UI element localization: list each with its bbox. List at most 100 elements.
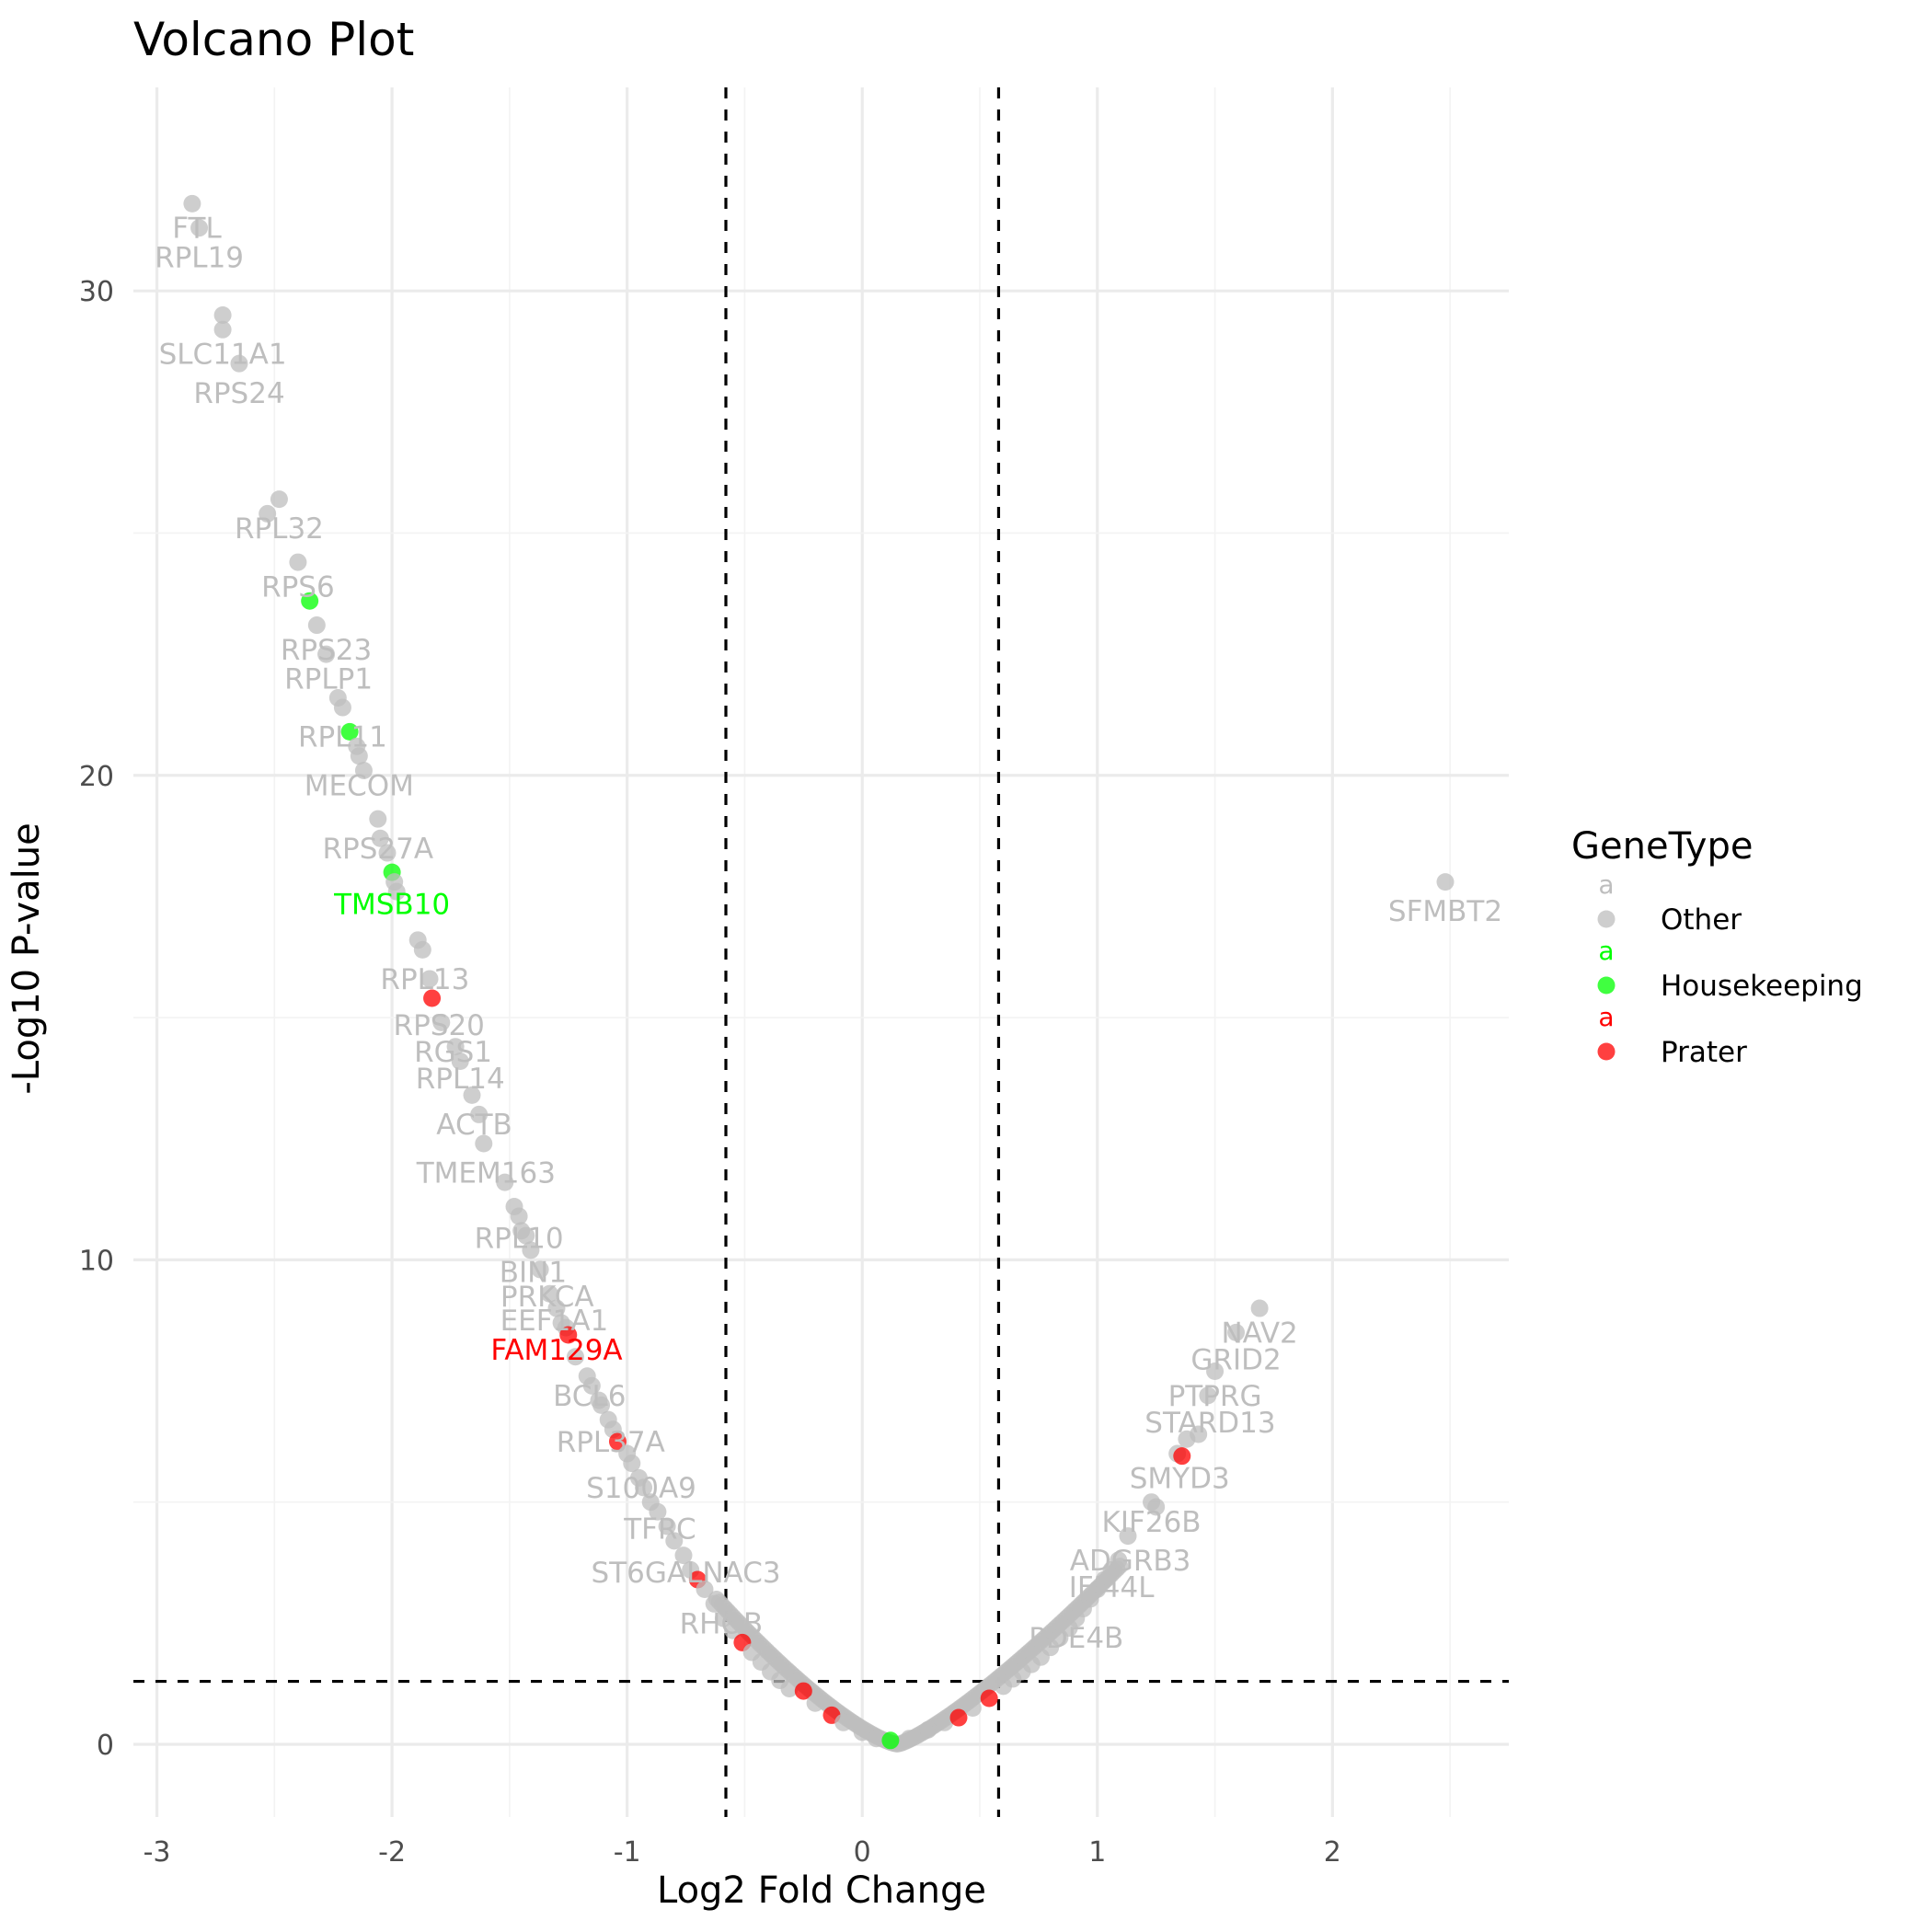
point-other: [463, 1086, 481, 1104]
gene-label: RPL37A: [557, 1426, 665, 1459]
gene-label: RPL11: [298, 721, 387, 754]
point-other: [213, 306, 232, 325]
threshold-lines: [133, 87, 1509, 1817]
point-other: [387, 882, 406, 901]
point-other: [446, 1038, 465, 1056]
point-other: [496, 1173, 514, 1191]
point-other: [705, 1594, 723, 1613]
point-other: [665, 1532, 684, 1550]
point-other: [900, 1730, 918, 1748]
point-other: [371, 829, 389, 847]
gene-label: FAM129A: [490, 1334, 622, 1367]
y-tick-label: 20: [79, 761, 114, 793]
point-other: [963, 1699, 982, 1718]
legend-key-point: [1597, 1042, 1616, 1061]
gene-label: PDE4B: [1029, 1622, 1123, 1655]
point-other: [1110, 1551, 1128, 1570]
gene-label: RPS27A: [322, 833, 433, 866]
gene-label: RPL32: [235, 512, 324, 546]
gene-label: TMSB10: [333, 888, 450, 921]
point-other: [333, 698, 351, 717]
gene-label: RPL13: [380, 963, 469, 996]
gene-label: SFMBT2: [1388, 895, 1502, 928]
point-other: [531, 1260, 549, 1279]
gene-label: RPL19: [155, 241, 244, 274]
gene-label: ADGRB3: [1070, 1545, 1191, 1578]
point-other: [378, 844, 397, 862]
x-tick-label: -1: [614, 1836, 641, 1869]
point-other: [270, 490, 288, 509]
point-other: [350, 747, 368, 765]
point-other: [432, 1013, 451, 1031]
y-axis-title: -Log10 P-value: [6, 822, 48, 1094]
gene-label: RPL10: [475, 1223, 564, 1256]
point-other: [213, 320, 232, 339]
legend-key-glyph: a: [1598, 936, 1614, 966]
point-other: [623, 1455, 641, 1473]
y-tick-label: 30: [79, 276, 114, 308]
gene-label: RPS20: [394, 1009, 485, 1042]
point-other: [475, 1134, 493, 1153]
gene-label: ST6GALNAC3: [592, 1557, 781, 1590]
point-other: [230, 354, 248, 373]
point-other: [183, 194, 201, 213]
point-prater: [794, 1682, 812, 1700]
gene-label: STARD13: [1144, 1407, 1275, 1440]
gene-label: BCL6: [553, 1380, 626, 1413]
point-other: [1227, 1323, 1246, 1341]
gene-label: SLC11A1: [159, 339, 287, 372]
gene-label: RHOB: [680, 1607, 764, 1640]
gene-label: S100A9: [586, 1472, 696, 1505]
point-other: [522, 1241, 540, 1259]
legend-key-point: [1597, 976, 1616, 995]
point-other: [696, 1580, 714, 1598]
gene-label: RGS1: [414, 1036, 492, 1069]
point-other: [317, 645, 336, 663]
point-other: [259, 504, 277, 523]
point-prater: [949, 1708, 968, 1727]
gene-label: ACTB: [436, 1109, 512, 1142]
point-other: [919, 1720, 937, 1739]
point-other: [714, 1609, 732, 1627]
point-other: [1147, 1498, 1166, 1516]
point-other: [354, 762, 373, 780]
grid: [133, 87, 1509, 1817]
point-other: [658, 1517, 676, 1535]
point-prater: [1173, 1447, 1191, 1466]
x-tick-label: 0: [854, 1836, 871, 1869]
gene-label: RPLP1: [284, 662, 373, 696]
point-other: [1119, 1527, 1137, 1546]
gene-label: TFRC: [623, 1513, 696, 1547]
gene-label: MECOM: [305, 769, 414, 802]
gene-label: RPS6: [261, 570, 335, 604]
legend-label: Other: [1661, 903, 1742, 937]
point-other: [413, 940, 431, 959]
point-other: [1199, 1386, 1217, 1405]
data-points: [183, 194, 1455, 1753]
point-other: [369, 810, 387, 828]
legend-key-glyph: a: [1598, 1002, 1614, 1032]
point-other: [936, 1713, 954, 1731]
legend: GeneType a Other a Housekeeping a Prater: [1571, 825, 1863, 1069]
point-prater: [423, 989, 442, 1007]
gene-label: TMEM163: [416, 1157, 556, 1190]
gene-label: GRID2: [1190, 1343, 1281, 1376]
gene-label: BIN1: [500, 1257, 567, 1290]
point-other: [517, 1226, 535, 1245]
point-housekeeping: [340, 722, 359, 741]
y-tick-label: 0: [97, 1730, 114, 1762]
point-other: [724, 1621, 742, 1639]
x-tick-label: 1: [1088, 1836, 1106, 1869]
point-other: [451, 1052, 469, 1070]
x-axis-title: Log2 Fold Change: [657, 1869, 986, 1912]
point-other: [307, 616, 326, 635]
point-other: [547, 1299, 566, 1317]
gene-label: FTL: [172, 213, 222, 246]
legend-key-point: [1597, 910, 1616, 928]
point-other: [635, 1478, 653, 1497]
point-other: [1206, 1363, 1225, 1381]
gene-label: PRKCA: [500, 1281, 594, 1314]
